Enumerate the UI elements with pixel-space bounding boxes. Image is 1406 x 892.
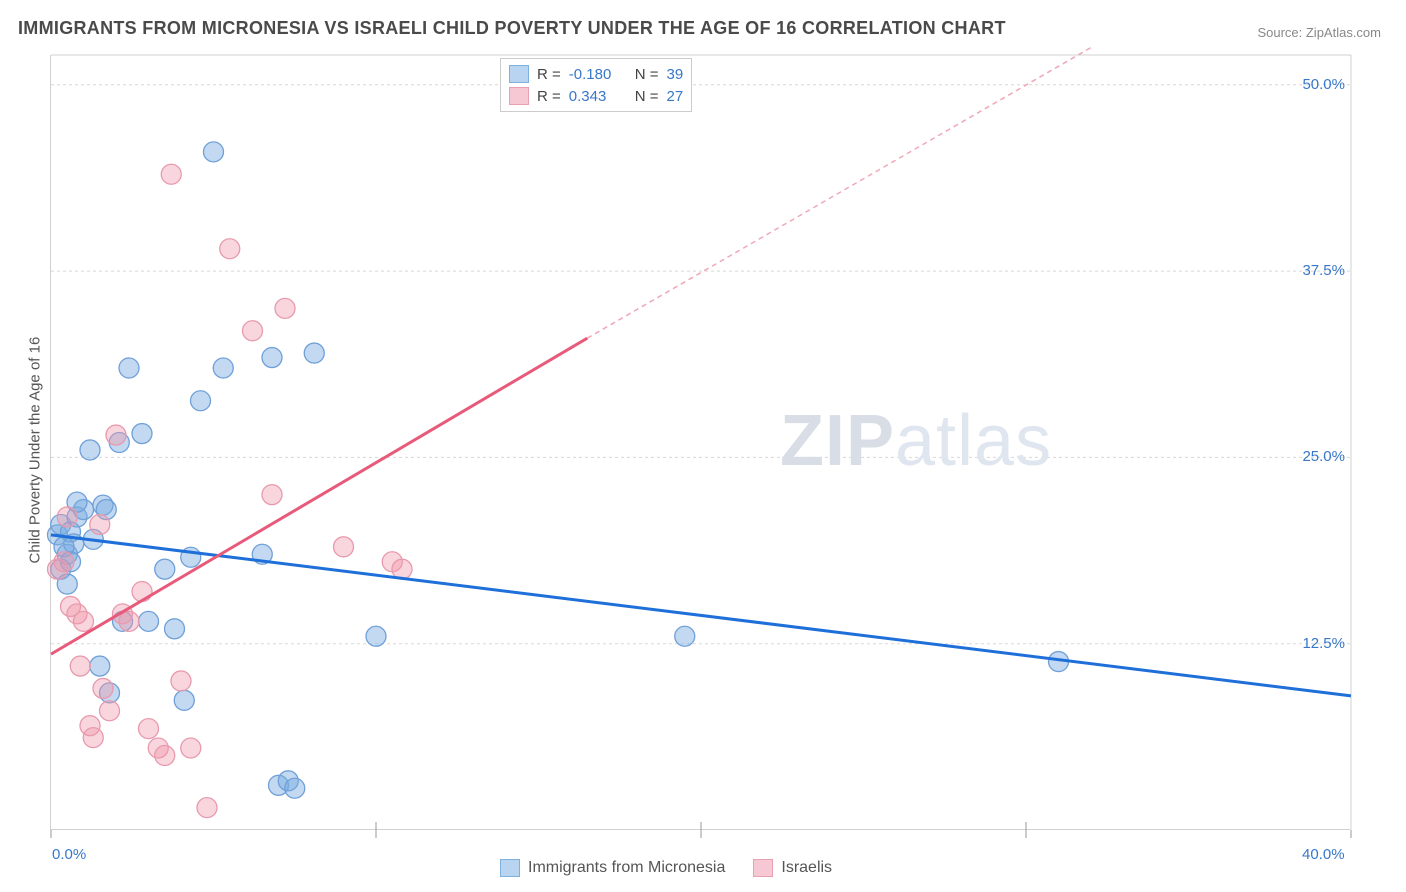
legend-label-series1: Immigrants from Micronesia bbox=[528, 859, 725, 877]
correlation-legend: R = -0.180 N = 39 R = 0.343 N = 27 bbox=[500, 58, 692, 112]
legend-row-series1: R = -0.180 N = 39 bbox=[509, 63, 683, 85]
n-value-series1: 39 bbox=[667, 66, 684, 83]
legend-row-series2: R = 0.343 N = 27 bbox=[509, 85, 683, 107]
y-tick-label: 37.5% bbox=[1290, 262, 1345, 279]
r-value-series2: 0.343 bbox=[569, 88, 627, 105]
legend-item-series1: Immigrants from Micronesia bbox=[500, 859, 725, 877]
n-value-series2: 27 bbox=[667, 88, 684, 105]
n-label: N = bbox=[635, 88, 659, 105]
correlation-chart: IMMIGRANTS FROM MICRONESIA VS ISRAELI CH… bbox=[0, 0, 1406, 892]
chart-title: IMMIGRANTS FROM MICRONESIA VS ISRAELI CH… bbox=[18, 18, 1006, 39]
r-label: R = bbox=[537, 66, 561, 83]
y-axis-label: Child Poverty Under the Age of 16 bbox=[27, 314, 44, 564]
swatch-series2 bbox=[753, 859, 773, 877]
y-tick-label: 12.5% bbox=[1290, 635, 1345, 652]
legend-item-series2: Israelis bbox=[753, 859, 832, 877]
r-value-series1: -0.180 bbox=[569, 66, 627, 83]
series-legend: Immigrants from Micronesia Israelis bbox=[500, 859, 832, 877]
r-label: R = bbox=[537, 88, 561, 105]
source-name: ZipAtlas.com bbox=[1306, 25, 1381, 40]
plot-area bbox=[50, 55, 1350, 830]
swatch-series1 bbox=[500, 859, 520, 877]
n-label: N = bbox=[635, 66, 659, 83]
swatch-series1 bbox=[509, 65, 529, 83]
y-tick-label: 25.0% bbox=[1290, 448, 1345, 465]
x-tick-label: 40.0% bbox=[1302, 846, 1345, 863]
plot-svg bbox=[51, 55, 1350, 829]
source-prefix: Source: bbox=[1257, 25, 1305, 40]
y-tick-label: 50.0% bbox=[1290, 76, 1345, 93]
x-tick-label: 0.0% bbox=[52, 846, 86, 863]
source-attribution: Source: ZipAtlas.com bbox=[1257, 25, 1381, 40]
legend-label-series2: Israelis bbox=[781, 859, 832, 877]
swatch-series2 bbox=[509, 87, 529, 105]
